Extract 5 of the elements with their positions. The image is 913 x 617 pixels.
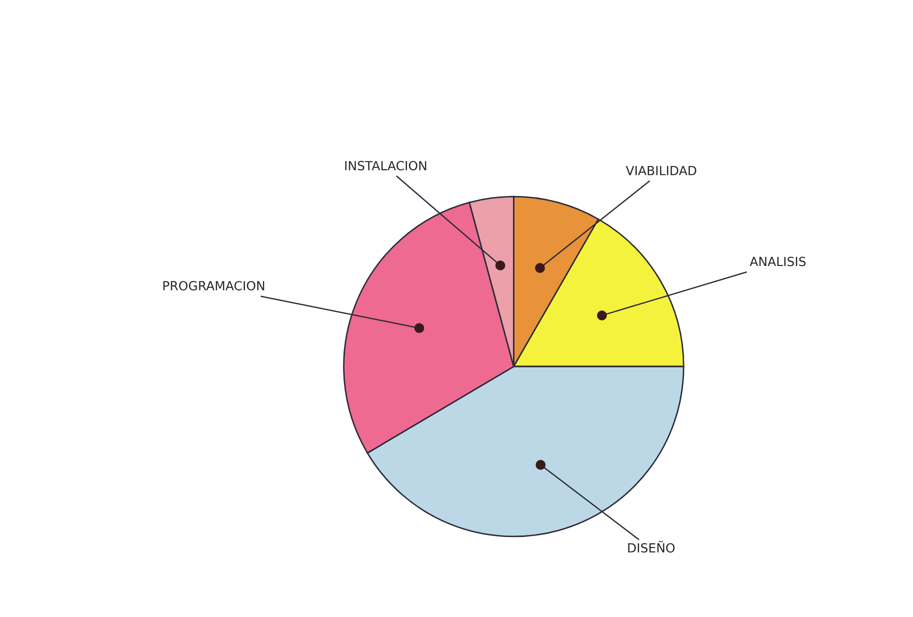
- slice-label: ANALISIS: [750, 256, 806, 266]
- slice-label: INSTALACION: [345, 160, 426, 170]
- slice-label: VIABILIDAD: [626, 166, 696, 176]
- slice-label: DISEÑO: [628, 540, 675, 553]
- slice-label: PROGRAMACION: [163, 280, 264, 290]
